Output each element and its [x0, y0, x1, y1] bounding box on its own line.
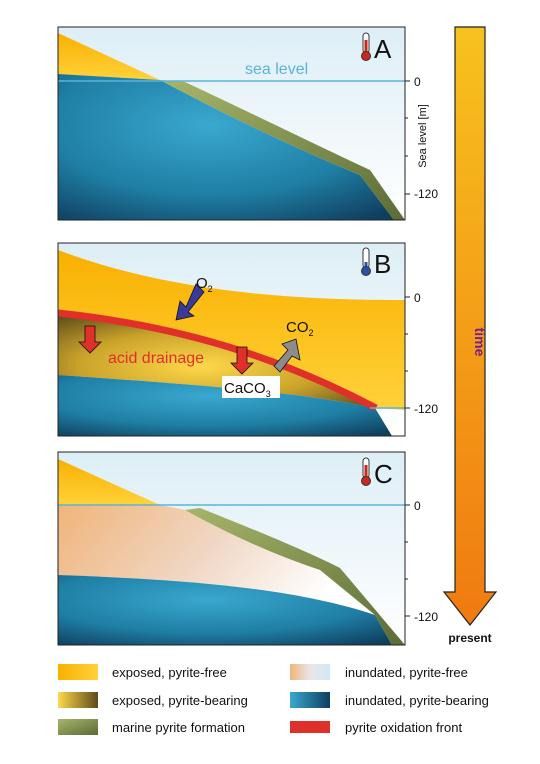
exposed-pyrite-free-area: [58, 33, 160, 80]
tick-label: -120: [414, 402, 438, 416]
caco3-arrow: [230, 346, 254, 375]
co2-label: CO2: [286, 319, 314, 338]
legend-swatch-exposed-pyrite-free: [58, 664, 98, 680]
caco3-label: CaCO3: [224, 380, 271, 399]
depth-axis: [404, 40, 410, 218]
panel-letter: B: [374, 249, 391, 279]
tick-label: -120: [414, 610, 438, 624]
co2-arrow: [273, 338, 301, 373]
inundated-pyrite-bearing-area: [58, 74, 394, 220]
axis-label: Sea level [m]: [417, 104, 429, 168]
tick-label: -120: [414, 187, 438, 201]
exposed-pyrite-free-area: [58, 459, 160, 505]
panel-a: sea level A 0 -120 Sea level [m]: [57, 26, 438, 221]
tick-label: 0: [414, 499, 421, 513]
time-label: time: [472, 328, 488, 357]
present-label: present: [448, 631, 491, 645]
caco3-label-bg: [222, 376, 280, 398]
legend-label: pyrite oxidation front: [345, 720, 462, 735]
legend-label: inundated, pyrite-free: [345, 665, 468, 680]
depth-axis: [404, 255, 410, 434]
legend-swatch-marine-pyrite-formation: [58, 719, 98, 735]
acid-drainage-arrow: [78, 325, 102, 354]
inundated-pyrite-bearing-area: [58, 575, 392, 645]
exposed-pyrite-free-area: [58, 250, 405, 410]
tick-label: 0: [414, 75, 421, 89]
legend-label: exposed, pyrite-bearing: [112, 693, 248, 708]
legend-label: marine pyrite formation: [112, 720, 245, 735]
panel-letter: A: [374, 34, 392, 64]
time-arrow: time present: [442, 26, 498, 645]
legend-swatch-inundated-pyrite-free: [290, 664, 330, 680]
legend: exposed, pyrite-free inundated, pyrite-f…: [58, 664, 489, 735]
panel-c: C 0 -120: [57, 451, 438, 646]
legend-swatch-inundated-pyrite-bearing: [290, 692, 330, 708]
sea-level-label: sea level: [245, 61, 308, 78]
legend-label: exposed, pyrite-free: [112, 665, 227, 680]
hot-thermometer-icon: [361, 32, 371, 61]
inundated-pyrite-free-area: [58, 505, 375, 615]
cold-thermometer-icon: [361, 247, 371, 276]
hot-thermometer-icon: [361, 457, 371, 486]
panel-b: O2 CO2 acid drainage CaCO3 B 0 -120: [57, 242, 438, 437]
marine-pyrite-formation-area: [185, 508, 405, 645]
exposed-pyrite-bearing-area: [58, 315, 375, 408]
acid-drainage-label: acid drainage: [108, 350, 204, 367]
tick-label: 0: [414, 291, 421, 305]
o2-arrow: [175, 283, 205, 321]
panel-letter: C: [374, 459, 393, 489]
depth-axis: [404, 465, 410, 643]
legend-label: inundated, pyrite-bearing: [345, 693, 489, 708]
legend-swatch-exposed-pyrite-bearing: [58, 692, 98, 708]
legend-swatch-pyrite-oxidation-front: [290, 721, 330, 733]
inundated-pyrite-bearing-area: [58, 375, 392, 436]
o2-label: O2: [196, 275, 213, 294]
